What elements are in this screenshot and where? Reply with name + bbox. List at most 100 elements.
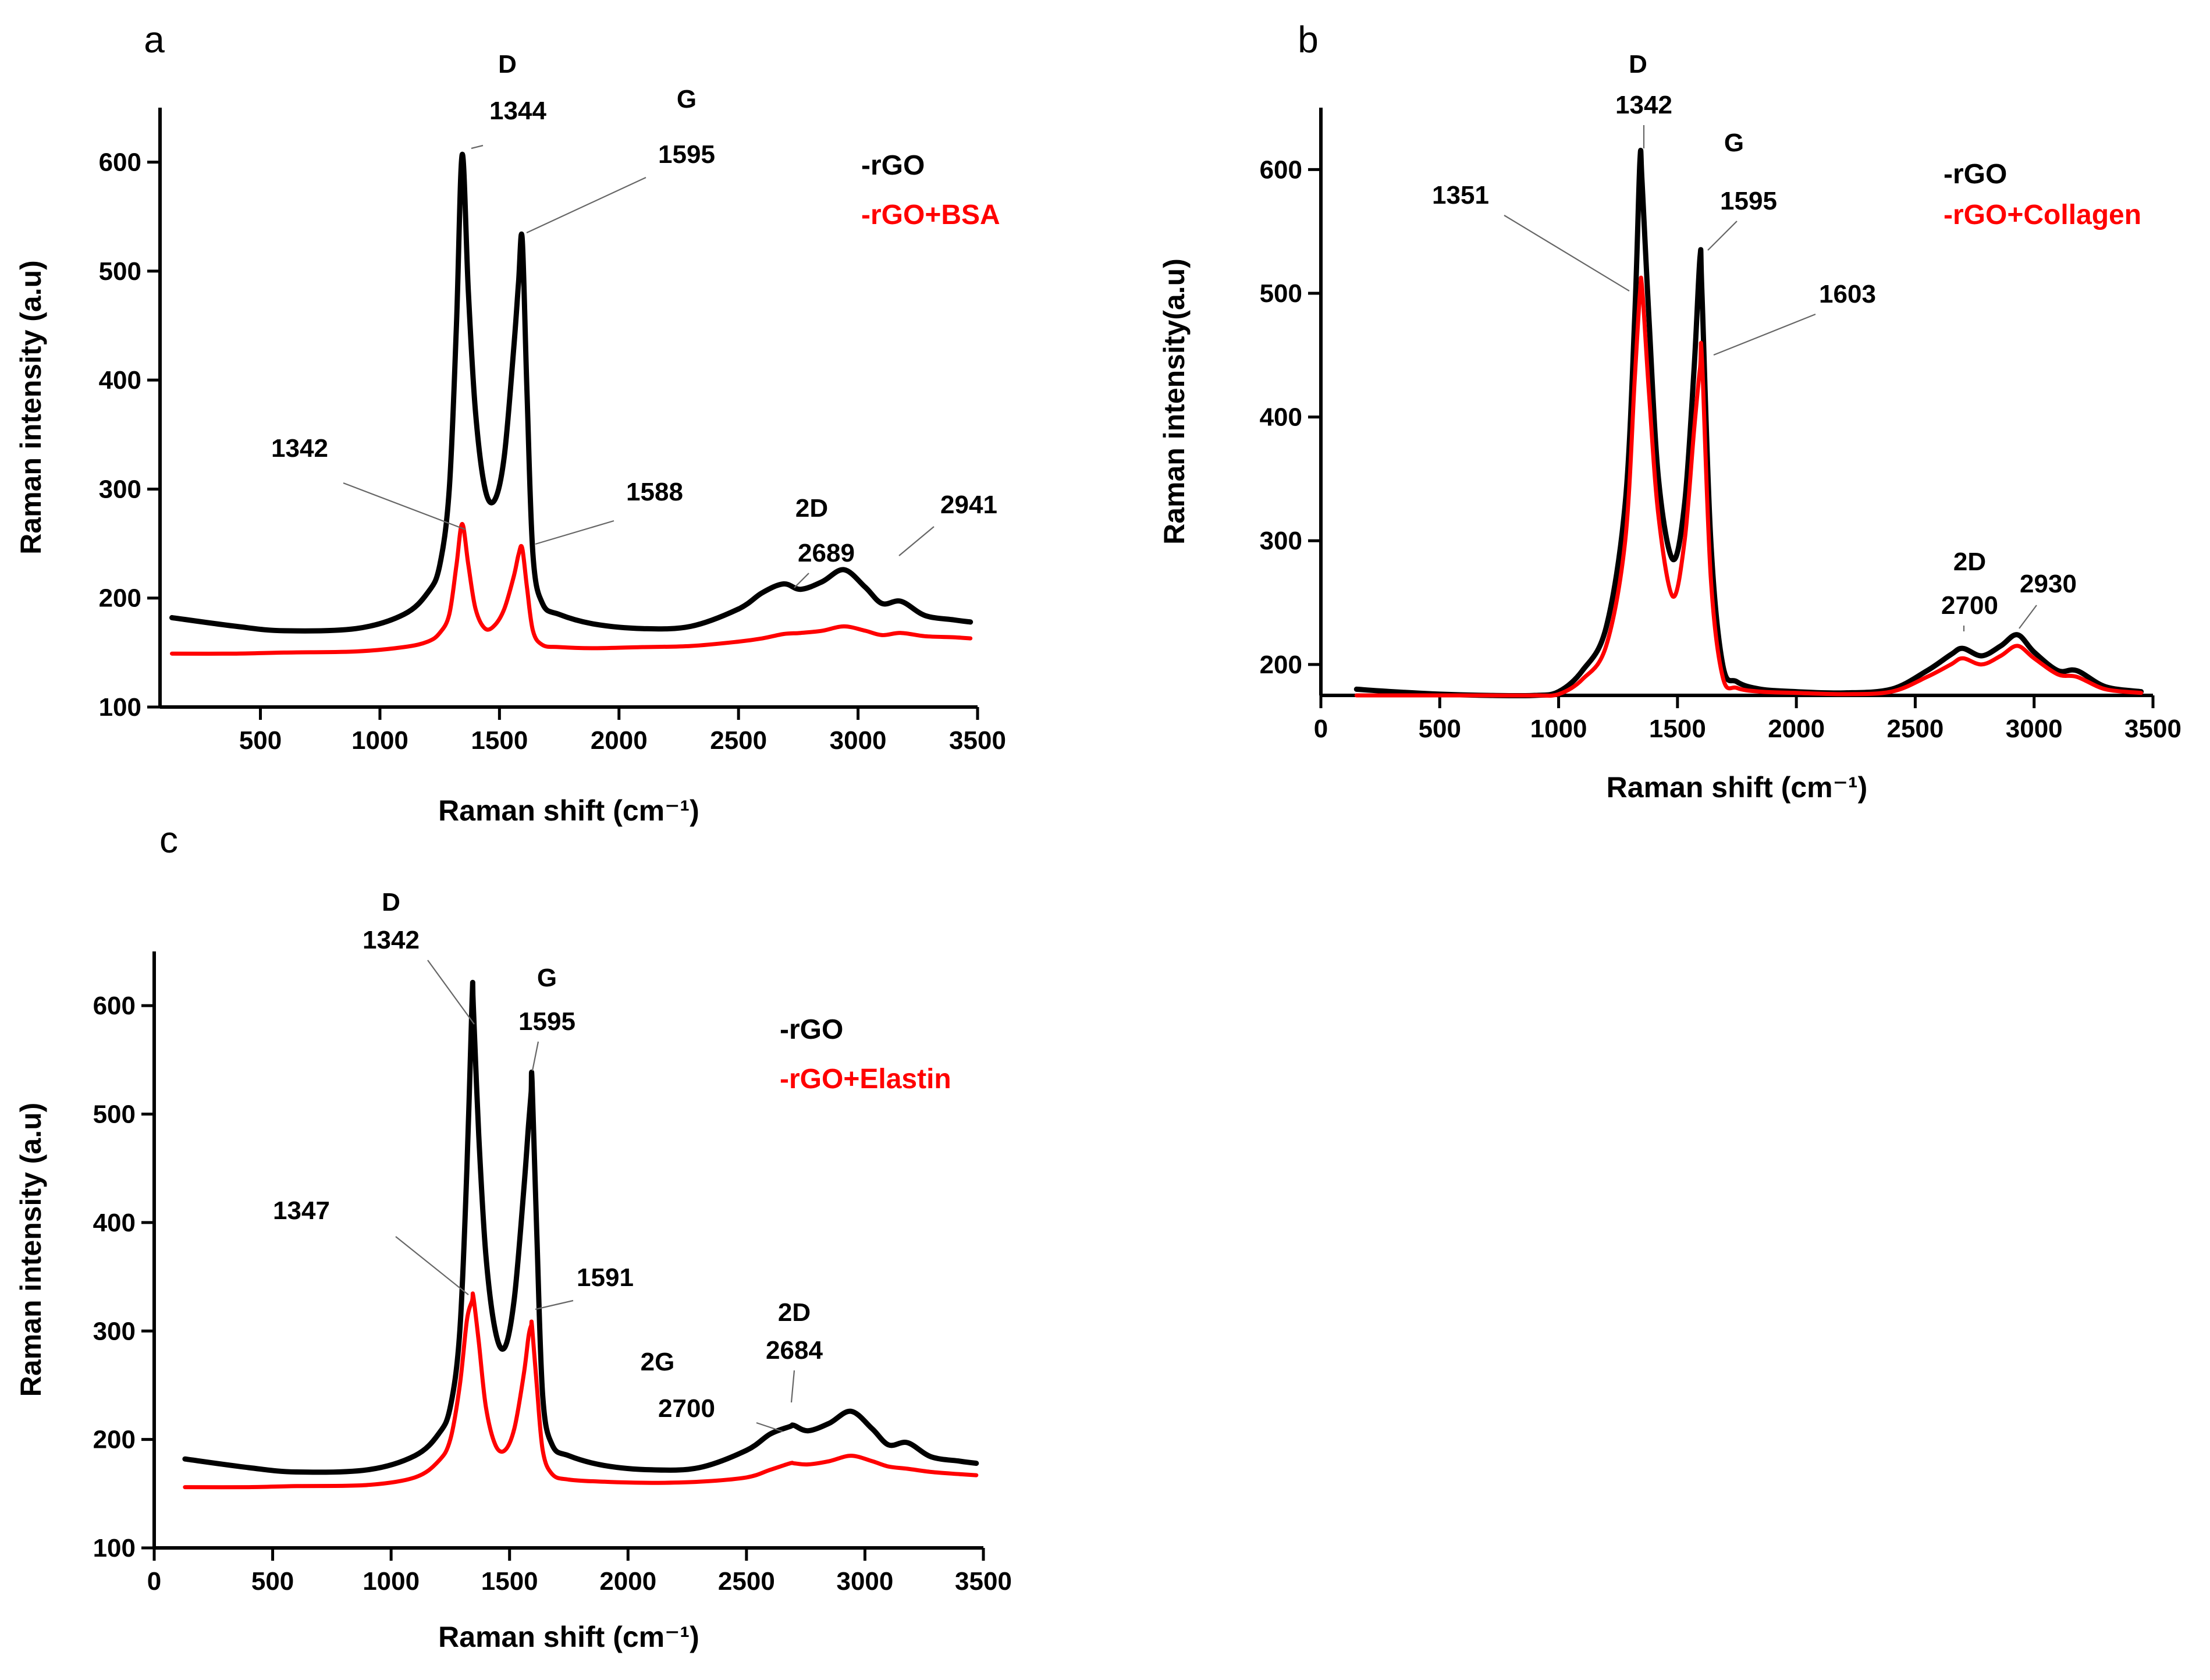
panel-b: b 0 500 1000 1500 2000 2500 3000 3500 200 300 400 50…: [1158, 19, 2181, 804]
peak-annotation: 1351: [1432, 181, 1489, 209]
y-tick-label: 200: [99, 584, 141, 613]
legend-entry: -rGO: [780, 1014, 843, 1045]
peak-annotation: 1603: [1819, 280, 1876, 308]
y-tick-label: 400: [93, 1209, 136, 1237]
peak-annotation: G: [1724, 129, 1744, 157]
x-axis-title: Raman shift (cm⁻¹): [1607, 771, 1868, 804]
y-tick-label: 100: [93, 1534, 136, 1562]
peak-annotation: 1595: [1720, 187, 1777, 215]
y-tick-label: 500: [93, 1100, 136, 1129]
series-line-0: [182, 979, 979, 1475]
annotation-leader: [2019, 605, 2037, 629]
annotation-leader: [526, 177, 646, 233]
x-tick-label: 1000: [351, 726, 408, 755]
y-tick-label: 100: [99, 693, 141, 722]
panel-letter: c: [159, 819, 178, 861]
series-line-0: [1353, 148, 2144, 699]
x-tick-label: 500: [251, 1567, 294, 1596]
x-tick-label: 1500: [471, 726, 528, 755]
annotation-leader: [1707, 221, 1738, 251]
panel-letter: a: [144, 19, 165, 61]
y-tick-label: 600: [93, 992, 136, 1020]
x-tick-label: 2000: [599, 1567, 656, 1596]
y-tick-label: 500: [1260, 279, 1302, 308]
y-tick-label: 200: [93, 1426, 136, 1454]
peak-annotation: 1342: [271, 434, 328, 463]
y-axis-title: Raman intensity(a.u): [1158, 258, 1191, 545]
x-tick-label: 1500: [1649, 715, 1706, 743]
series-line-0: [169, 151, 973, 634]
annotation-leader: [535, 520, 614, 545]
annotation-leader: [471, 144, 484, 150]
series-line-1: [1354, 275, 2144, 698]
peak-annotation: G: [537, 964, 557, 992]
x-tick-label: 1500: [481, 1567, 538, 1596]
peak-annotation: 1591: [577, 1263, 634, 1292]
annotation-leader: [790, 1370, 795, 1403]
y-axis-title: Raman intensity (a.u): [15, 1103, 47, 1397]
panel-c: c 0 500 1000 1500 2000 2500 3000 3500 100 200 300 40…: [15, 819, 1012, 1653]
x-tick-label: 2500: [1886, 715, 1943, 743]
peak-annotation: D: [382, 888, 400, 917]
peak-annotation: 2G: [641, 1348, 675, 1376]
x-tick-label: 3500: [2124, 715, 2181, 743]
series-line-1: [183, 1291, 979, 1490]
x-tick-label: 3000: [830, 726, 887, 755]
annotation-leader: [395, 1236, 469, 1295]
x-tick-label: 3000: [836, 1567, 893, 1596]
peak-annotation: 2941: [940, 491, 997, 519]
annotation-leader: [531, 1041, 539, 1071]
x-tick-label: 500: [1419, 715, 1461, 743]
x-tick-label: 3500: [949, 726, 1006, 755]
y-tick-label: 300: [1260, 527, 1302, 555]
peak-annotation: 2D: [1953, 548, 1986, 576]
legend-entry: -rGO: [861, 150, 925, 181]
legend-entry: -rGO+Collagen: [1943, 200, 2141, 230]
series-line-1: [170, 521, 973, 656]
peak-annotation: 2700: [1941, 591, 1998, 620]
peak-annotation: 1588: [626, 478, 683, 506]
peak-annotation: 2700: [658, 1394, 715, 1423]
peak-annotation: 2684: [766, 1336, 823, 1365]
annotation-leader: [427, 960, 475, 1025]
x-tick-label: 2000: [591, 726, 648, 755]
legend-entry: -rGO+Elastin: [780, 1064, 951, 1095]
peak-annotation: 2930: [2020, 570, 2077, 598]
annotation-leader: [898, 526, 935, 556]
peak-annotation: 1344: [489, 97, 546, 125]
peak-annotation: 2D: [795, 494, 828, 523]
x-tick-label: 3500: [955, 1567, 1012, 1596]
y-axis-title: Raman intensity (a.u): [15, 260, 47, 555]
y-tick-label: 400: [99, 366, 141, 395]
y-tick-label: 600: [99, 148, 141, 177]
peak-annotation: 1595: [518, 1007, 575, 1036]
x-tick-label: 2000: [1768, 715, 1825, 743]
peak-annotation: 1342: [1615, 91, 1672, 119]
y-tick-label: 600: [1260, 155, 1302, 184]
peak-annotation: 1342: [363, 926, 420, 954]
panel-a: a 500 1000 1500 2000 2500 3000 3500 100 200 300 400…: [15, 19, 1006, 827]
annotation-leader: [343, 482, 466, 531]
annotation-leader: [1713, 313, 1816, 356]
y-tick-label: 300: [93, 1317, 136, 1345]
x-tick-label: 1000: [1530, 715, 1587, 743]
peak-annotation: 2D: [778, 1298, 811, 1327]
x-tick-label: 0: [147, 1567, 161, 1596]
x-tick-label: 500: [239, 726, 282, 755]
peak-annotation: D: [498, 50, 517, 79]
y-tick-label: 500: [99, 257, 141, 286]
annotation-leader: [756, 1422, 783, 1433]
peak-annotation: 2689: [798, 539, 855, 567]
annotation-leader: [794, 573, 809, 588]
x-tick-label: 2500: [718, 1567, 775, 1596]
y-tick-label: 200: [1260, 651, 1302, 679]
x-tick-label: 3000: [2006, 715, 2063, 743]
x-tick-label: 1000: [363, 1567, 420, 1596]
annotation-leader: [1504, 215, 1630, 292]
x-tick-label: 2500: [710, 726, 767, 755]
y-tick-label: 400: [1260, 403, 1302, 432]
peak-annotation: D: [1629, 50, 1647, 79]
panel-letter: b: [1298, 19, 1319, 61]
y-tick-label: 300: [99, 475, 141, 503]
legend-entry: -rGO: [1943, 159, 2007, 190]
